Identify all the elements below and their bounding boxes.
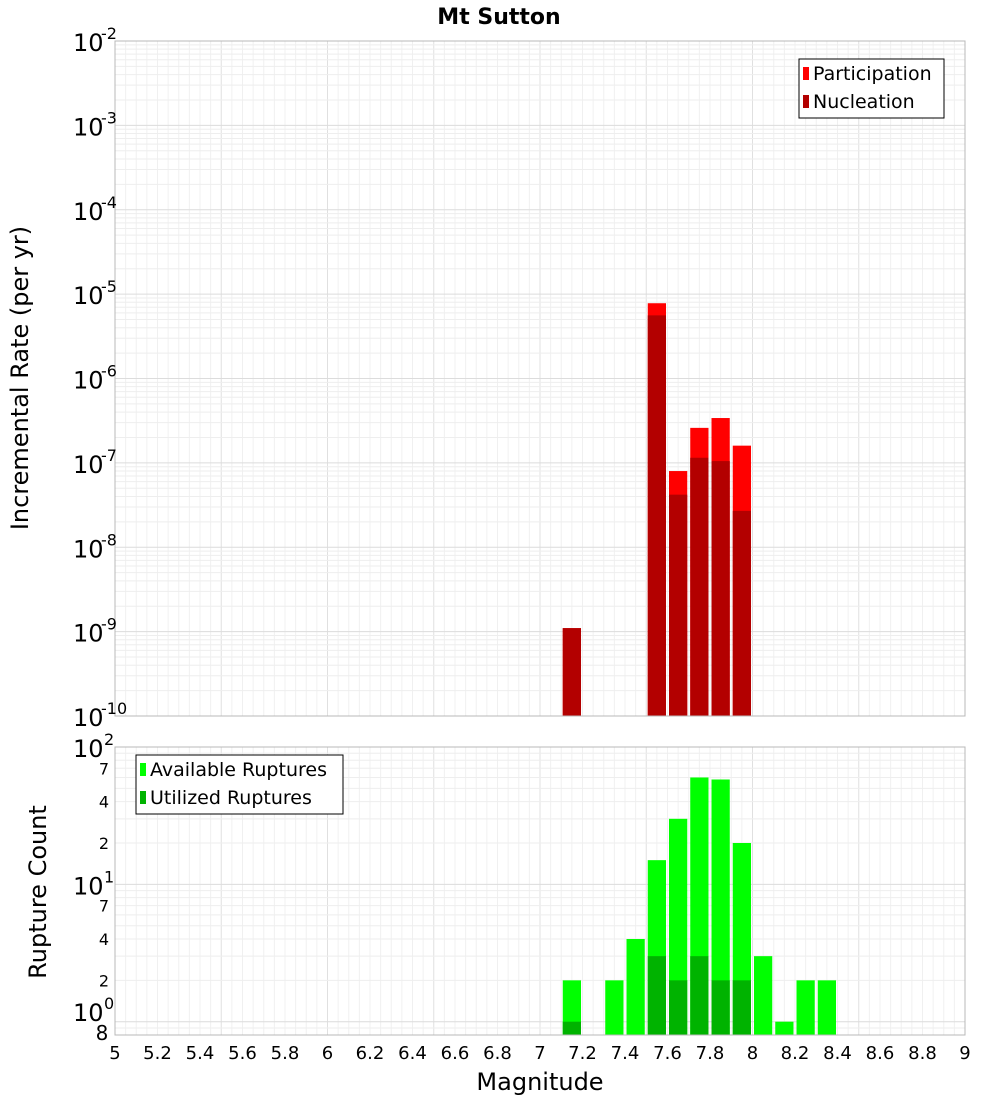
top-plot-frame	[114, 40, 966, 717]
top-y-tick-base: 10	[73, 282, 104, 310]
bottom-legend: Available Ruptures Utilized Ruptures	[135, 754, 344, 815]
bottom-y-axis-label: Rupture Count	[24, 805, 52, 979]
bottom-bar-utilized-ruptures	[690, 956, 709, 1035]
top-y-tick-exponent: -5	[101, 277, 117, 296]
x-tick-label: 9	[959, 1043, 970, 1064]
top-y-tick-exponent: -2	[101, 24, 117, 43]
top-y-tick-exponent: -4	[101, 193, 117, 212]
bottom-y-tick-base: 10	[73, 872, 104, 900]
top-y-tick-base: 10	[73, 451, 104, 479]
bottom-y-tick-base: 10	[73, 999, 104, 1027]
x-axis-label: Magnitude	[476, 1068, 603, 1096]
x-tick-label: 5.2	[143, 1043, 172, 1064]
top-bar-nucleation	[732, 510, 751, 716]
top-y-tick-base: 10	[73, 535, 104, 563]
top-bar-nucleation	[669, 494, 688, 716]
top-y-tick-base: 10	[73, 29, 104, 57]
legend-label-nucleation: Nucleation	[813, 91, 915, 113]
top-y-tick-exponent: -8	[101, 530, 117, 549]
bottom-legend-box	[135, 754, 344, 815]
bottom-y-minor-tick-label: 7	[99, 897, 109, 916]
bottom-bar-available-ruptures	[817, 980, 836, 1035]
x-tick-label: 7	[534, 1043, 545, 1064]
bottom-bar-available-ruptures	[775, 1021, 794, 1035]
top-grid	[114, 41, 966, 717]
bottom-bar-utilized-ruptures	[647, 956, 666, 1035]
bottom-bar-utilized-ruptures	[732, 980, 751, 1035]
legend-label-participation: Participation	[813, 63, 932, 85]
bottom-plot-frame	[114, 746, 966, 1036]
top-y-tick-exponent: -3	[101, 108, 117, 127]
top-y-tick-base: 10	[73, 704, 104, 732]
bottom-y-minor-tick-label: 4	[99, 793, 109, 812]
bottom-bars	[562, 777, 836, 1035]
top-y-tick-base: 10	[73, 113, 104, 141]
x-tick-label: 6	[322, 1043, 333, 1064]
x-tick-label: 7.8	[696, 1043, 725, 1064]
x-tick-label: 8.4	[823, 1043, 852, 1064]
top-y-tick-exponent: -10	[101, 699, 127, 718]
bottom-bar-utilized-ruptures	[562, 1021, 581, 1035]
bottom-y-minor-tick-label: 4	[99, 930, 109, 949]
bottom-y-minor-tick-label: 7	[99, 759, 109, 778]
top-y-tick-base: 10	[73, 620, 104, 648]
x-tick-label: 6.2	[356, 1043, 385, 1064]
bottom-y-tick-exponent: 2	[104, 730, 114, 749]
x-tick-label: 8	[747, 1043, 758, 1064]
top-y-tick-base: 10	[73, 198, 104, 226]
legend-label-available: Available Ruptures	[150, 759, 327, 781]
chart-title: Mt Sutton	[437, 5, 560, 30]
bottom-y-edge-tick-label: 8	[96, 1021, 109, 1045]
x-tick-label: 6.4	[398, 1043, 427, 1064]
bottom-bar-available-ruptures	[796, 980, 815, 1035]
x-tick-label: 7.6	[653, 1043, 682, 1064]
legend-swatch-participation	[803, 67, 809, 80]
top-bar-nucleation	[562, 628, 581, 716]
bottom-bar-utilized-ruptures	[669, 980, 688, 1035]
bottom-y-minor-tick-label: 2	[99, 971, 109, 990]
bottom-bar-available-ruptures	[626, 939, 645, 1035]
legend-label-utilized: Utilized Ruptures	[150, 787, 312, 809]
top-bar-nucleation	[647, 315, 666, 716]
top-y-tick-base: 10	[73, 367, 104, 395]
x-tick-label: 6.6	[441, 1043, 470, 1064]
x-tick-label: 8.8	[908, 1043, 937, 1064]
legend-swatch-nucleation	[803, 95, 809, 108]
x-tick-label: 5.8	[271, 1043, 300, 1064]
top-y-tick-labels: 10-210-310-410-510-610-710-810-910-10	[73, 24, 127, 732]
top-legend: Participation Nucleation	[798, 58, 945, 119]
bottom-bar-available-ruptures	[562, 980, 581, 1035]
x-tick-label: 8.2	[781, 1043, 810, 1064]
top-y-tick-exponent: -6	[101, 362, 117, 381]
top-y-tick-exponent: -9	[101, 615, 117, 634]
top-legend-box	[798, 58, 945, 119]
bottom-y-tick-base: 10	[73, 735, 104, 763]
legend-swatch-utilized	[140, 791, 146, 804]
bottom-y-minor-tick-label: 2	[99, 834, 109, 853]
x-tick-label: 8.6	[866, 1043, 895, 1064]
x-tick-label: 5.6	[228, 1043, 257, 1064]
top-y-axis-label: Incremental Rate (per yr)	[6, 226, 34, 530]
top-panel: 10-210-310-410-510-610-710-810-910-10 In…	[6, 24, 966, 732]
bottom-y-tick-exponent: 1	[104, 867, 114, 886]
bottom-bar-utilized-ruptures	[711, 980, 730, 1035]
top-bar-nucleation	[690, 457, 709, 716]
x-tick-label: 6.8	[483, 1043, 512, 1064]
x-tick-label: 5	[109, 1043, 120, 1064]
legend-swatch-available	[140, 763, 146, 776]
x-tick-label: 7.4	[611, 1043, 640, 1064]
top-bar-nucleation	[711, 461, 730, 716]
x-tick-labels: 5 5.2 5.4 5.6 5.8 6 6.2 6.4 6.6 6.8 7 7.2 7.4 7.6 7.8 8…	[109, 1043, 970, 1064]
bottom-y-tick-exponent: 0	[104, 994, 114, 1013]
x-tick-label: 5.4	[186, 1043, 215, 1064]
x-tick-label: 7.2	[568, 1043, 597, 1064]
bottom-bar-available-ruptures	[754, 956, 773, 1035]
top-y-tick-exponent: -7	[101, 446, 117, 465]
bottom-bar-available-ruptures	[711, 779, 730, 1035]
top-bars	[562, 303, 751, 716]
bottom-bar-available-ruptures	[605, 980, 624, 1035]
